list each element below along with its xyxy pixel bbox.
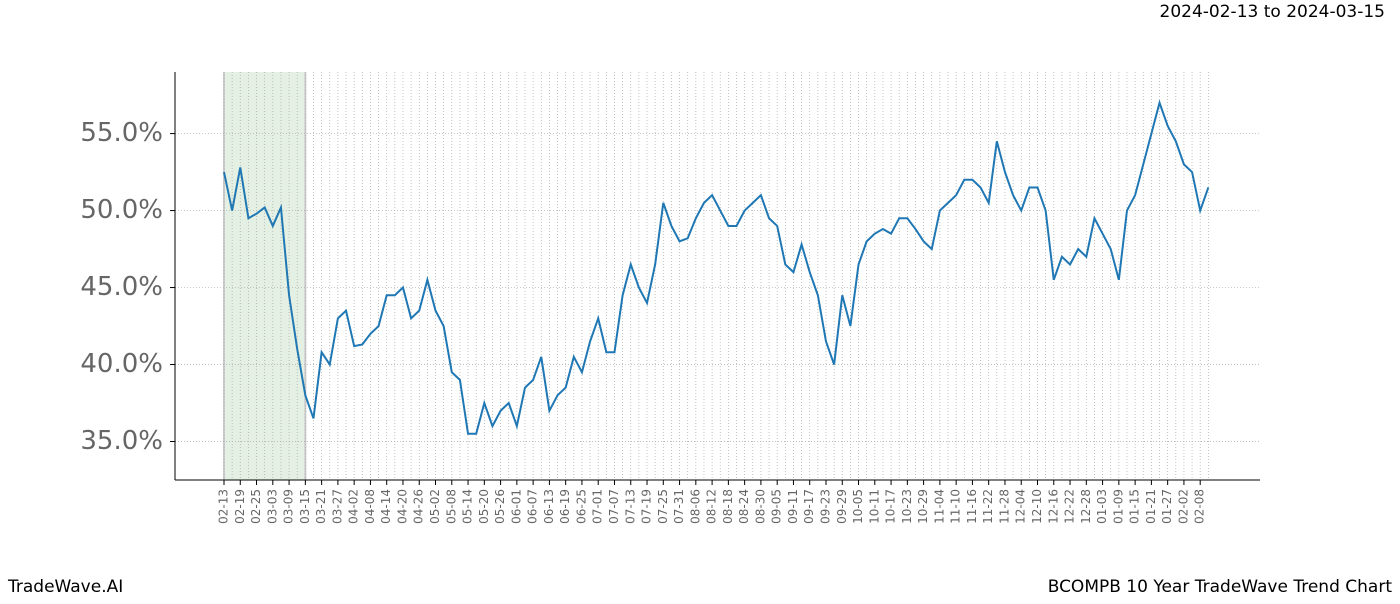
x-tick-label: 10-23 xyxy=(900,489,914,524)
x-tick-label: 02-13 xyxy=(217,489,231,524)
y-tick-label: 45.0% xyxy=(80,272,163,302)
x-tick-label: 08-30 xyxy=(753,489,767,524)
x-tick-label: 04-20 xyxy=(395,489,409,524)
x-tick-label: 09-23 xyxy=(818,489,832,524)
x-tick-label: 12-16 xyxy=(1046,489,1060,524)
x-tick-label: 08-12 xyxy=(705,489,719,524)
x-tick-label: 03-03 xyxy=(265,489,279,524)
x-tick-label: 11-04 xyxy=(932,489,946,524)
x-tick-label: 04-08 xyxy=(363,489,377,524)
x-tick-label: 08-18 xyxy=(721,489,735,524)
x-tick-label: 06-19 xyxy=(558,489,572,524)
x-tick-label: 07-31 xyxy=(672,489,686,524)
x-tick-label: 06-07 xyxy=(526,489,540,524)
x-tick-label: 02-02 xyxy=(1176,489,1190,524)
x-tick-label: 09-29 xyxy=(835,489,849,524)
x-tick-label: 07-07 xyxy=(607,489,621,524)
x-tick-label: 05-08 xyxy=(444,489,458,524)
x-tick-label: 11-22 xyxy=(981,489,995,524)
x-tick-label: 08-24 xyxy=(737,489,751,524)
x-tick-label: 07-13 xyxy=(623,489,637,524)
x-tick-label: 01-27 xyxy=(1160,489,1174,524)
x-tick-label: 02-19 xyxy=(233,489,247,524)
x-tick-label: 01-15 xyxy=(1128,489,1142,524)
x-tick-label: 11-10 xyxy=(949,489,963,524)
y-tick-label: 35.0% xyxy=(80,426,163,456)
x-tick-label: 05-20 xyxy=(477,489,491,524)
x-tick-label: 04-02 xyxy=(347,489,361,524)
x-tick-label: 04-26 xyxy=(412,489,426,524)
x-tick-label: 09-11 xyxy=(786,489,800,524)
x-tick-label: 05-02 xyxy=(428,489,442,524)
x-tick-label: 02-25 xyxy=(249,489,263,524)
x-tick-label: 09-17 xyxy=(802,489,816,524)
x-tick-label: 11-16 xyxy=(965,489,979,524)
x-tick-label: 10-17 xyxy=(884,489,898,524)
data-line xyxy=(223,99,1210,435)
x-tick-label: 05-26 xyxy=(493,489,507,524)
footer-left: TradeWave.AI xyxy=(7,577,123,597)
x-tick-label: 01-21 xyxy=(1144,489,1158,524)
x-tick-label: 01-09 xyxy=(1111,489,1125,524)
x-tick-label: 03-15 xyxy=(298,489,312,524)
x-tick-label: 03-21 xyxy=(314,489,328,524)
x-tick-label: 02-08 xyxy=(1193,489,1207,524)
x-tick-label: 10-11 xyxy=(867,489,881,524)
x-tick-label: 03-27 xyxy=(330,489,344,524)
chart-subtitle: 2024-02-13 to 2024-03-15 xyxy=(1160,2,1385,22)
x-tick-label: 06-13 xyxy=(542,489,556,524)
x-tick-label: 03-09 xyxy=(282,489,296,524)
x-tick-label: 10-05 xyxy=(851,489,865,524)
y-tick-label: 55.0% xyxy=(80,118,163,148)
x-tick-label: 04-14 xyxy=(379,489,393,524)
x-tick-label: 09-05 xyxy=(770,489,784,524)
x-tick-label: 06-25 xyxy=(574,489,588,524)
x-tick-label: 12-22 xyxy=(1063,489,1077,524)
x-tick-label: 07-19 xyxy=(640,489,654,524)
x-tick-label: 06-01 xyxy=(509,489,523,524)
y-tick-label: 50.0% xyxy=(80,195,163,225)
x-tick-label: 12-28 xyxy=(1079,489,1093,524)
x-tick-label: 12-10 xyxy=(1030,489,1044,524)
x-tick-label: 07-01 xyxy=(591,489,605,524)
x-tick-label: 01-03 xyxy=(1095,489,1109,524)
x-tick-label: 12-04 xyxy=(1014,489,1028,524)
footer-right: BCOMPB 10 Year TradeWave Trend Chart xyxy=(1048,577,1393,597)
x-tick-label: 10-29 xyxy=(916,489,930,524)
x-tick-label: 11-28 xyxy=(997,489,1011,524)
x-tick-label: 08-06 xyxy=(688,489,702,524)
x-tick-label: 05-14 xyxy=(461,489,475,524)
y-tick-label: 40.0% xyxy=(80,349,163,379)
x-tick-label: 07-25 xyxy=(656,489,670,524)
